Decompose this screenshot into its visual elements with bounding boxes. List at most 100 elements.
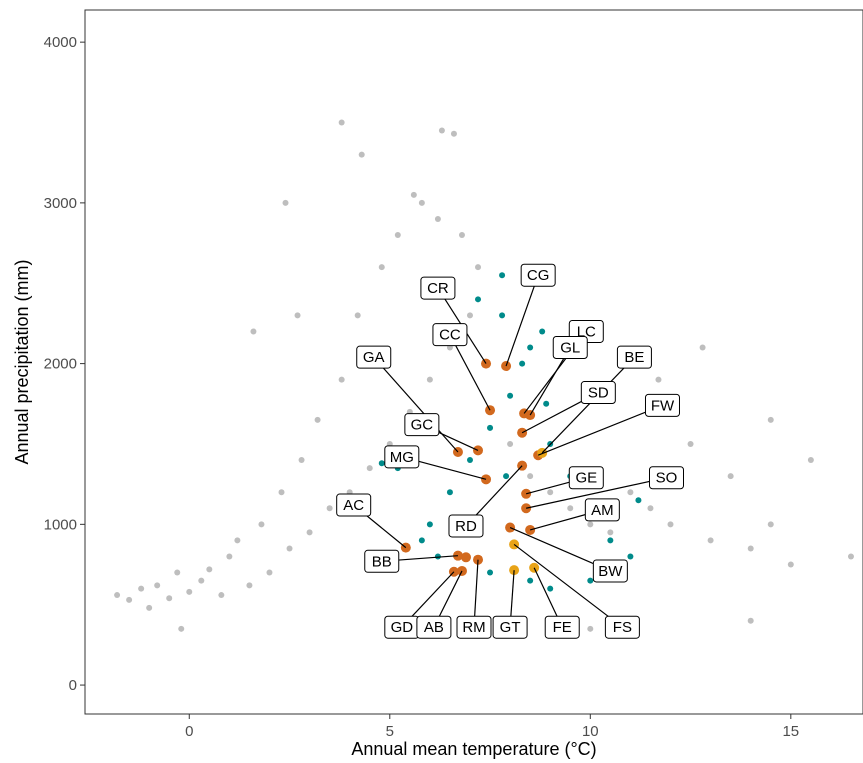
background-point bbox=[206, 566, 213, 573]
site-label: GA bbox=[356, 345, 392, 369]
site-label: SD bbox=[580, 381, 616, 405]
background-point bbox=[418, 199, 425, 206]
leader-line bbox=[449, 334, 491, 411]
site-label-text: MG bbox=[390, 449, 414, 466]
background-point bbox=[258, 521, 265, 528]
site-label-box bbox=[552, 336, 588, 360]
site-label-box bbox=[416, 615, 452, 639]
background-point bbox=[567, 505, 574, 512]
site-label: FE bbox=[544, 615, 580, 639]
leader-line bbox=[526, 477, 667, 509]
background-point bbox=[747, 545, 754, 552]
background-point bbox=[266, 569, 273, 576]
teal-point bbox=[607, 537, 614, 544]
site-label-box bbox=[432, 323, 468, 347]
teal-point bbox=[507, 392, 514, 399]
site-label: GE bbox=[568, 466, 604, 490]
site-label-box bbox=[364, 549, 400, 573]
site-label: BE bbox=[616, 345, 652, 369]
teal-point bbox=[499, 312, 506, 319]
background-point bbox=[154, 582, 161, 589]
site-label-text: CR bbox=[427, 280, 449, 297]
site-label-text: GE bbox=[575, 470, 597, 487]
site-label: MG bbox=[384, 445, 420, 469]
site-label-text: AB bbox=[424, 619, 444, 636]
background-point bbox=[174, 569, 181, 576]
x-tick-label: 5 bbox=[386, 723, 394, 740]
site-label: CG bbox=[520, 263, 556, 287]
site-label-text: CC bbox=[439, 327, 461, 344]
site-label: SO bbox=[648, 466, 684, 490]
site-label: RM bbox=[456, 615, 492, 639]
site-label-text: BB bbox=[372, 553, 392, 570]
site-label-text: FE bbox=[553, 619, 572, 636]
background-point bbox=[767, 416, 774, 423]
site-label-box bbox=[604, 615, 640, 639]
site-label: FS bbox=[604, 615, 640, 639]
site-label-text: GC bbox=[411, 417, 434, 434]
site-label-text: CG bbox=[527, 267, 550, 284]
background-point bbox=[178, 625, 185, 632]
x-axis-title: Annual mean temperature (°C) bbox=[351, 739, 596, 759]
site-label-box bbox=[648, 466, 684, 490]
y-tick-label: 0 bbox=[69, 677, 77, 694]
background-point bbox=[246, 582, 253, 589]
site-label-text: AC bbox=[343, 497, 364, 514]
background-point bbox=[306, 529, 313, 536]
background-point bbox=[298, 457, 305, 464]
site-label-text: FW bbox=[651, 397, 675, 414]
background-point bbox=[278, 489, 285, 496]
site-label-text: BW bbox=[598, 563, 623, 580]
site-label-box bbox=[404, 413, 440, 437]
site-label-box bbox=[384, 445, 420, 469]
site-label-text: SD bbox=[588, 385, 609, 402]
background-point bbox=[767, 521, 774, 528]
site-label: AB bbox=[416, 615, 452, 639]
site-label-box bbox=[584, 498, 620, 522]
background-point bbox=[527, 473, 534, 480]
background-point bbox=[250, 328, 257, 335]
site-label-box bbox=[448, 514, 484, 538]
background-point bbox=[410, 191, 417, 198]
x-tick-label: 15 bbox=[782, 723, 799, 740]
x-tick-label: 0 bbox=[185, 723, 193, 740]
teal-point bbox=[627, 553, 634, 560]
y-tick-label: 4000 bbox=[44, 34, 77, 51]
background-point bbox=[450, 130, 457, 137]
leader-line bbox=[537, 404, 663, 456]
site-label: AM bbox=[584, 498, 620, 522]
leader-line bbox=[373, 356, 459, 453]
site-label-box bbox=[592, 559, 628, 583]
site-point bbox=[460, 552, 471, 563]
teal-point bbox=[539, 328, 546, 335]
background-point bbox=[378, 264, 385, 271]
teal-point bbox=[475, 296, 482, 303]
background-point bbox=[338, 119, 345, 126]
background-point bbox=[587, 625, 594, 632]
y-tick-label: 1000 bbox=[44, 516, 77, 533]
site-label-text: BE bbox=[624, 349, 644, 366]
points-layer bbox=[114, 119, 854, 632]
teal-point bbox=[466, 457, 473, 464]
site-label-text: GA bbox=[363, 349, 385, 366]
site-label: BB bbox=[364, 549, 400, 573]
site-label-box bbox=[568, 466, 604, 490]
background-point bbox=[507, 440, 514, 447]
teal-point bbox=[499, 272, 506, 279]
site-label-text: RM bbox=[462, 619, 485, 636]
background-point bbox=[807, 457, 814, 464]
background-point bbox=[166, 595, 173, 602]
background-point bbox=[126, 596, 133, 603]
background-point bbox=[294, 312, 301, 319]
axes-layer: 0 5 10 15 0 1000 2000 3000 4000 bbox=[44, 34, 800, 740]
teal-point bbox=[519, 360, 526, 367]
leader-line bbox=[513, 543, 623, 628]
background-point bbox=[627, 489, 634, 496]
background-point bbox=[138, 585, 145, 592]
background-point bbox=[338, 376, 345, 383]
site-label: CR bbox=[420, 276, 456, 300]
teal-point bbox=[527, 577, 534, 584]
teal-point bbox=[503, 473, 510, 480]
site-label-text: GL bbox=[560, 340, 580, 357]
background-point bbox=[747, 617, 754, 624]
